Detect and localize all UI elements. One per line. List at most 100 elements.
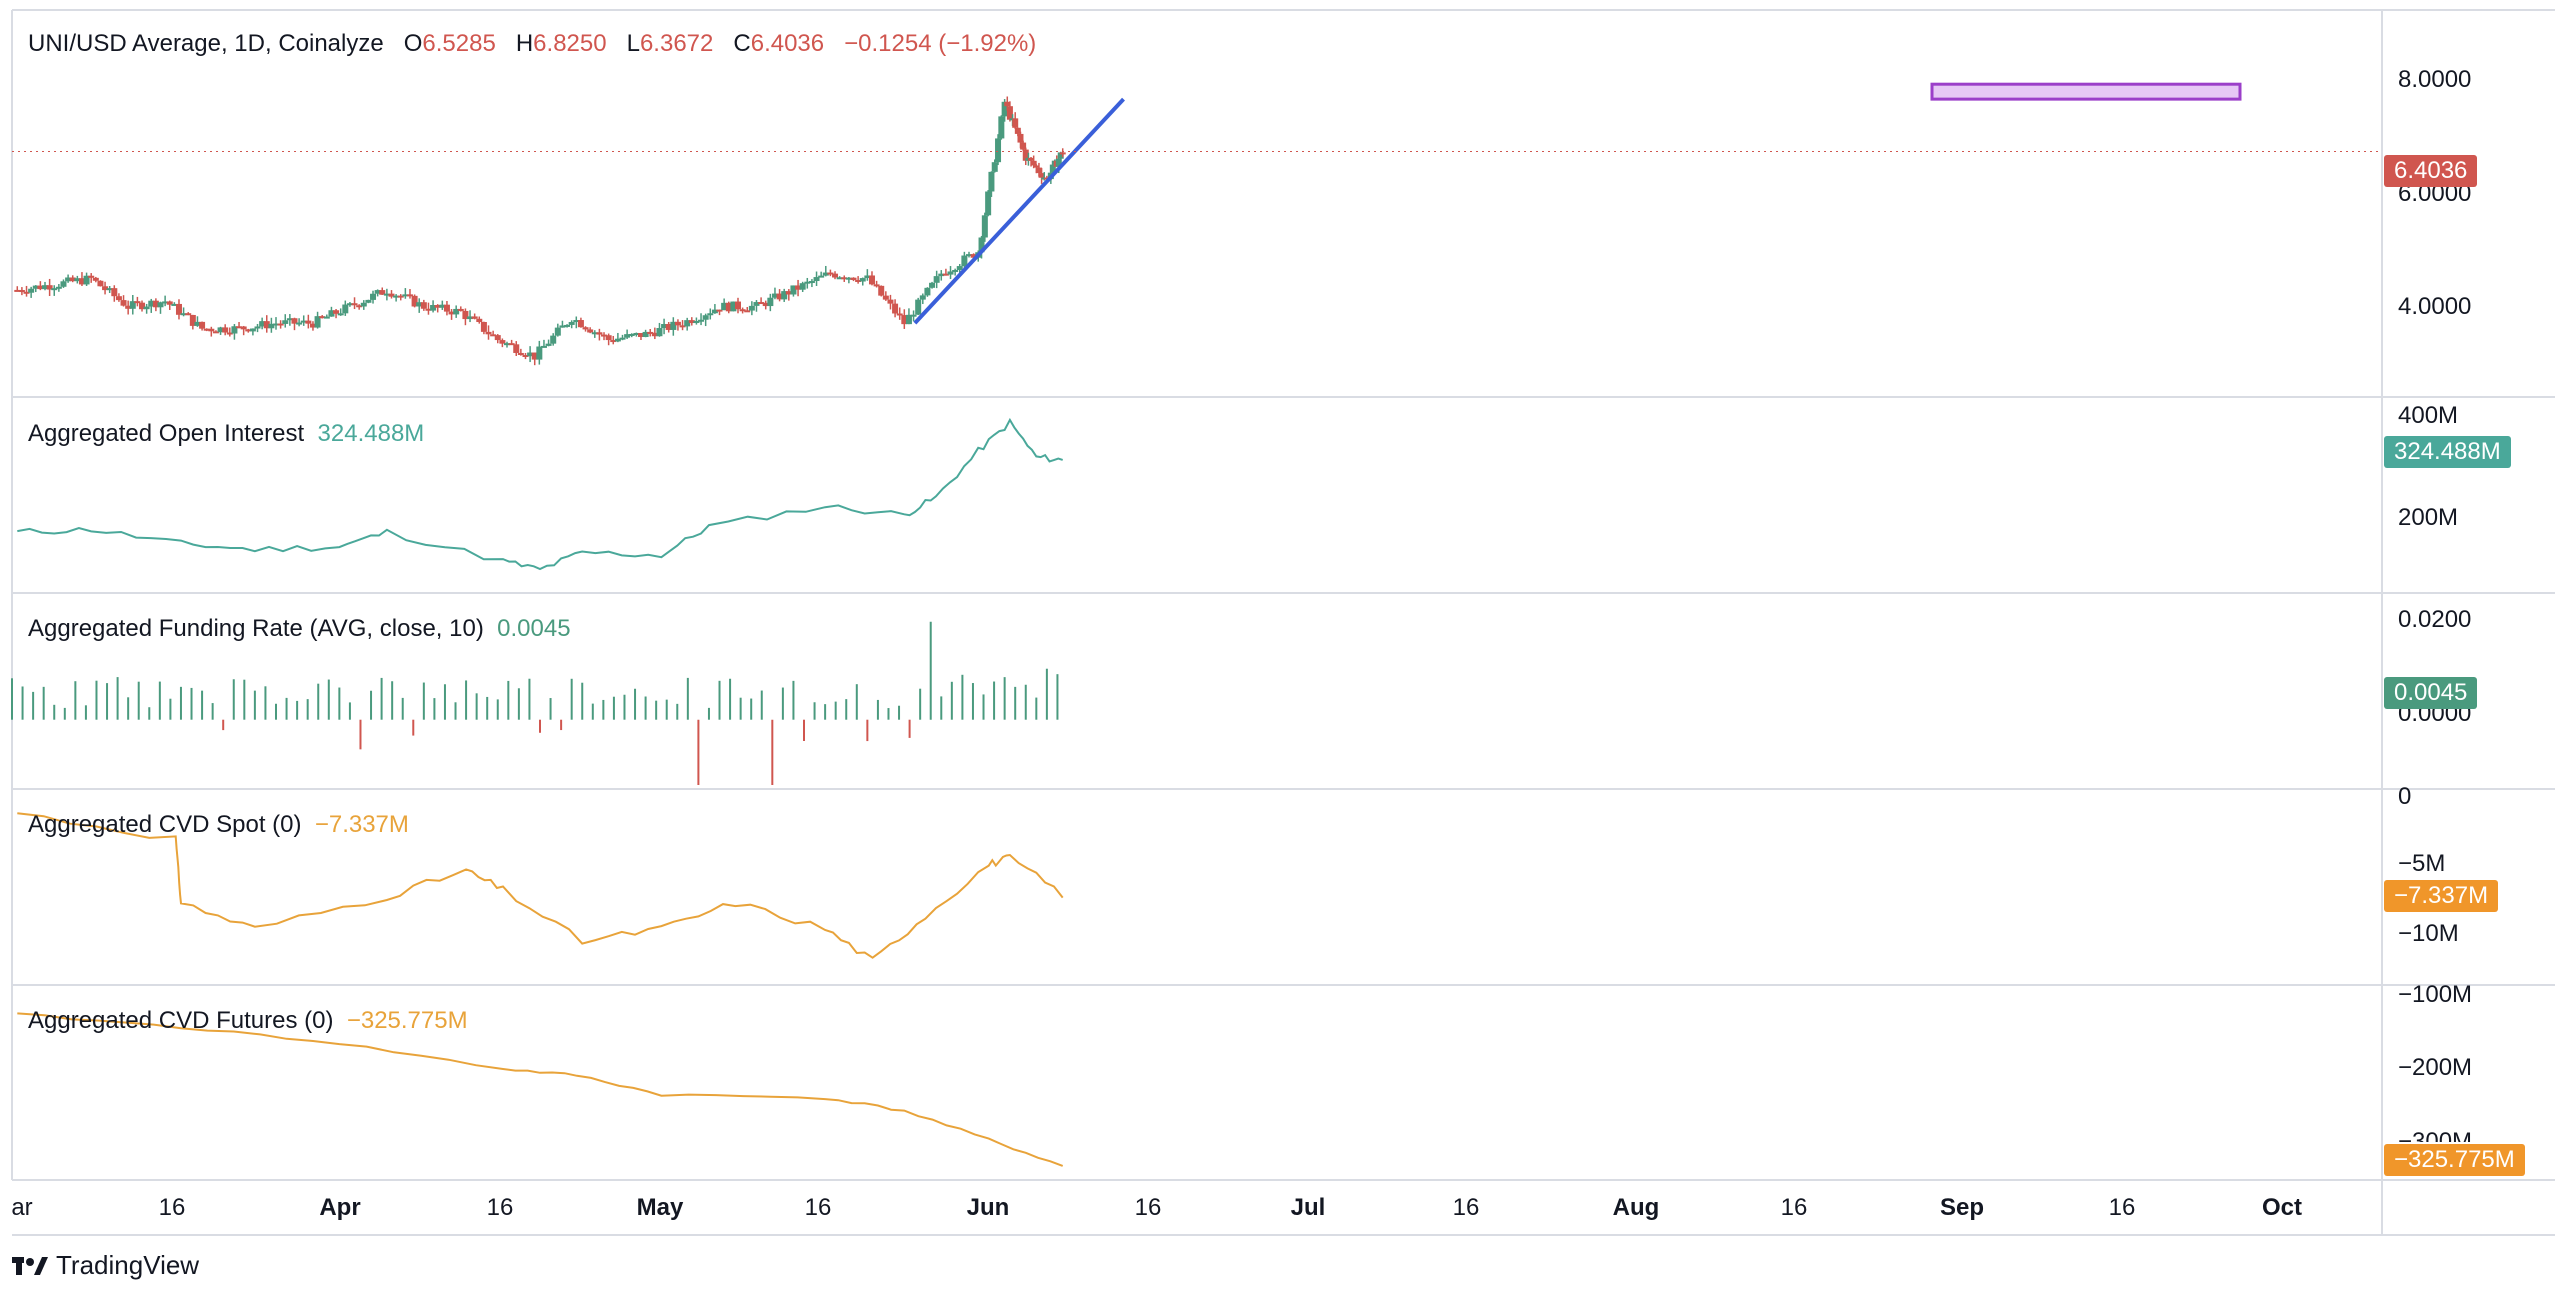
candle-body bbox=[231, 326, 238, 334]
candle-body bbox=[443, 304, 450, 312]
candle-body bbox=[14, 289, 21, 292]
candle-body bbox=[199, 321, 206, 329]
candle-body bbox=[494, 335, 501, 341]
candle-body bbox=[942, 273, 949, 276]
candle-body bbox=[545, 343, 552, 346]
cvd-fut-legend: Aggregated CVD Futures (0) −325.775M bbox=[28, 1007, 468, 1035]
candle-body bbox=[762, 302, 769, 307]
oi-value: 324.488M bbox=[317, 420, 425, 447]
candle-body bbox=[878, 285, 885, 296]
candle-body bbox=[467, 316, 474, 320]
candle-body bbox=[157, 302, 164, 308]
cvd-fut-value: −325.775M bbox=[346, 1007, 468, 1034]
candle-body bbox=[702, 315, 709, 320]
candle-body bbox=[799, 283, 806, 290]
candle-body bbox=[601, 334, 608, 337]
candle-body bbox=[406, 294, 413, 297]
candle-body bbox=[707, 313, 714, 316]
candle-body bbox=[725, 302, 732, 312]
candle-body bbox=[577, 320, 584, 328]
candle-body bbox=[397, 295, 404, 298]
candle-body bbox=[282, 320, 289, 324]
candle-body bbox=[1030, 160, 1037, 166]
candle-body bbox=[596, 332, 603, 335]
candle-body bbox=[651, 332, 658, 337]
candle-body bbox=[684, 320, 691, 327]
cvd-spot-title: Aggregated CVD Spot (0) bbox=[28, 811, 302, 838]
candle-body bbox=[365, 299, 372, 303]
candle-body bbox=[1057, 152, 1064, 159]
candle-body bbox=[351, 303, 358, 306]
candle-body bbox=[892, 303, 899, 314]
candle-body bbox=[901, 315, 908, 325]
candle-body bbox=[758, 302, 765, 305]
candle-body bbox=[453, 308, 460, 315]
oi-axis-200: 200M bbox=[2398, 504, 2459, 531]
candle-body bbox=[873, 284, 880, 287]
candle-body bbox=[499, 340, 506, 344]
candle-body bbox=[74, 278, 81, 282]
candle-body bbox=[633, 332, 640, 335]
candle-body bbox=[490, 334, 497, 337]
candle-body bbox=[1017, 133, 1024, 143]
candle-body bbox=[194, 321, 201, 326]
candle-body bbox=[587, 329, 594, 333]
candle-body bbox=[605, 335, 612, 341]
candle-body bbox=[296, 322, 303, 325]
candle-body bbox=[416, 302, 423, 307]
candle-body bbox=[222, 327, 229, 333]
candle-body bbox=[665, 323, 672, 330]
candle-body bbox=[291, 318, 298, 324]
cvd-spot-last-tag: −7.337M bbox=[2384, 880, 2499, 912]
candle-body bbox=[439, 304, 446, 308]
cvd-spot-value: −7.337M bbox=[314, 811, 409, 838]
candle-body bbox=[148, 300, 155, 307]
candle-body bbox=[277, 323, 284, 326]
candle-body bbox=[827, 272, 834, 275]
candle-body bbox=[978, 237, 985, 253]
candle-body bbox=[314, 316, 321, 328]
candle-body bbox=[411, 295, 418, 307]
candle-body bbox=[333, 310, 340, 314]
x-tick-jul: Jul bbox=[1290, 1194, 1326, 1221]
price-last-tag: 6.4036 bbox=[2384, 155, 2478, 187]
low-value: 6.3672 bbox=[639, 30, 714, 57]
candle-body bbox=[910, 314, 917, 317]
tradingview-logo-icon bbox=[12, 1256, 48, 1275]
tradingview-brand[interactable]: TradingView bbox=[12, 1250, 199, 1281]
candle-body bbox=[448, 311, 455, 315]
candle-body bbox=[836, 277, 843, 280]
candle-body bbox=[286, 318, 293, 321]
candle-body bbox=[767, 297, 774, 307]
candle-body bbox=[476, 318, 483, 323]
candle-body bbox=[882, 295, 889, 300]
candle-body bbox=[370, 293, 377, 300]
brand-name: TradingView bbox=[56, 1250, 200, 1280]
candle-body bbox=[813, 277, 820, 282]
candle-body bbox=[896, 313, 903, 316]
candle-body bbox=[143, 306, 150, 310]
x-tick-oct: Oct bbox=[2261, 1194, 2303, 1221]
candle-body bbox=[1014, 127, 1021, 134]
candle-body bbox=[323, 316, 330, 319]
candle-body bbox=[379, 290, 386, 295]
x-tick-apr: Apr bbox=[319, 1194, 361, 1221]
candle-body bbox=[781, 291, 788, 300]
candle-body bbox=[92, 277, 99, 281]
candle-body bbox=[97, 280, 104, 287]
candle-body bbox=[383, 293, 390, 296]
candle-body bbox=[721, 302, 728, 311]
oi-title: Aggregated Open Interest bbox=[28, 420, 305, 447]
candle-body bbox=[985, 191, 992, 216]
candle-body bbox=[106, 288, 113, 291]
candle-body bbox=[480, 322, 487, 332]
candle-body bbox=[189, 314, 196, 326]
candle-body bbox=[647, 331, 654, 334]
candle-body bbox=[360, 302, 367, 307]
candle-body bbox=[226, 332, 233, 335]
candle-body bbox=[981, 215, 988, 238]
symbol-title: UNI/USD Average, 1D, Coinalyze bbox=[28, 30, 384, 57]
candle-body bbox=[374, 290, 381, 294]
candle-body bbox=[610, 340, 617, 343]
